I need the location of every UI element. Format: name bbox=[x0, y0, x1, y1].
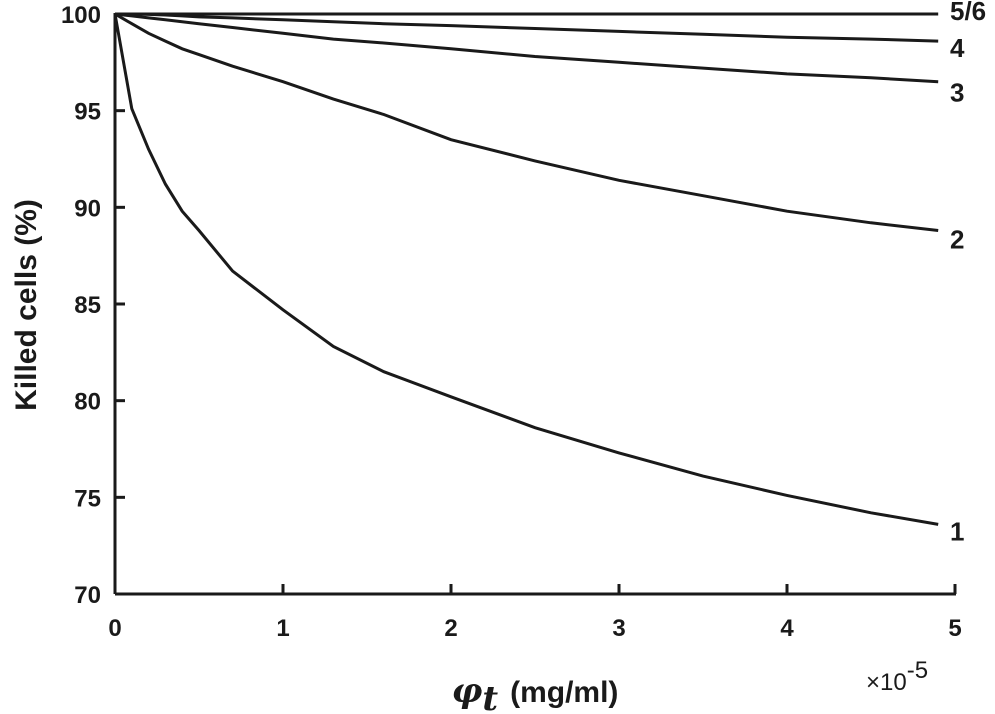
x-tick-label: 4 bbox=[780, 615, 794, 642]
series-lines bbox=[113, 12, 939, 526]
x-axis-symbol: φ bbox=[452, 671, 483, 711]
y-tick-labels: 70 75 80 85 90 95 100 bbox=[61, 2, 101, 609]
x-multiplier-base: ×10 bbox=[866, 669, 907, 696]
series-label-3: 3 bbox=[950, 78, 964, 108]
x-tick-label: 0 bbox=[108, 615, 121, 642]
series-label-2: 2 bbox=[950, 225, 964, 255]
y-tick-label: 75 bbox=[74, 485, 101, 512]
y-tick-label: 95 bbox=[74, 99, 101, 126]
axes bbox=[113, 12, 957, 596]
x-multiplier: ×10-5 bbox=[866, 657, 928, 696]
x-axis-label: φt (mg/ml) bbox=[452, 671, 619, 714]
series-label-4: 4 bbox=[950, 33, 965, 63]
series-label-1: 1 bbox=[950, 516, 964, 546]
x-axis-subscript: t bbox=[482, 679, 498, 714]
y-tick-label: 85 bbox=[74, 292, 101, 319]
x-tick-label: 2 bbox=[444, 615, 457, 642]
y-tick-label: 80 bbox=[74, 389, 101, 416]
y-axis-label: Killed cells (%) bbox=[10, 199, 43, 411]
x-tick-label: 3 bbox=[612, 615, 625, 642]
series-label-5-6: 5/6 bbox=[950, 0, 986, 26]
series-line-1 bbox=[113, 13, 939, 526]
x-multiplier-exponent: -5 bbox=[907, 657, 928, 684]
x-tick-labels: 0 1 2 3 4 5 bbox=[108, 615, 961, 642]
series-labels: 1 2 3 4 5/6 bbox=[950, 0, 986, 546]
y-tick-label: 70 bbox=[74, 582, 101, 609]
series-line-3 bbox=[114, 12, 939, 84]
x-axis-unit: (mg/ml) bbox=[510, 676, 618, 709]
x-tick-label: 5 bbox=[948, 615, 961, 642]
x-tick-label: 1 bbox=[276, 615, 289, 642]
y-tick-label: 100 bbox=[61, 2, 101, 29]
series-line-2 bbox=[114, 12, 939, 232]
y-tick-label: 90 bbox=[74, 195, 101, 222]
